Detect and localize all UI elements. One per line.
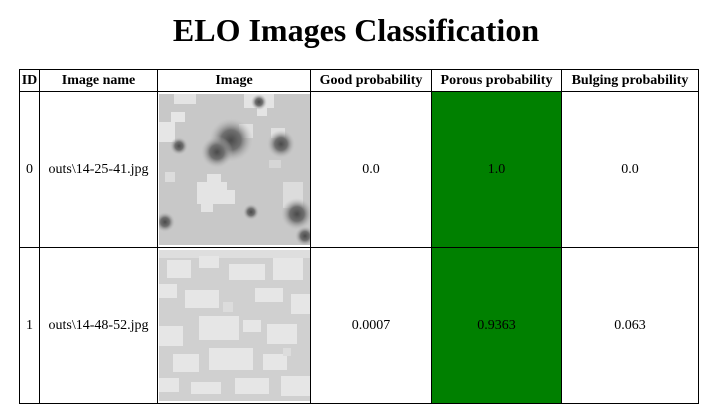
header-bulging-probability: Bulging probability (561, 69, 699, 92)
row-id: 0 (19, 91, 40, 248)
row-image-cell (157, 91, 311, 248)
row-good-probability: 0.0007 (310, 247, 432, 404)
row-porous-probability: 0.9363 (431, 247, 562, 404)
table-row: 1 outs\14-48-52.jpg (19, 247, 699, 404)
table-row: 0 outs\14-25-41.jpg (19, 91, 699, 248)
row-porous-probability: 1.0 (431, 91, 562, 248)
row-image-cell (157, 247, 311, 404)
header-good-probability: Good probability (310, 69, 432, 92)
header-image-name: Image name (39, 69, 158, 92)
row-id: 1 (19, 247, 40, 404)
header-porous-probability: Porous probability (431, 69, 562, 92)
row-bulging-probability: 0.0 (561, 91, 699, 248)
header-row: ID Image name Image Good probability Por… (19, 69, 699, 92)
classification-table: ID Image name Image Good probability Por… (19, 69, 699, 404)
porous-texture-thumbnail (158, 94, 310, 245)
row-image-name: outs\14-25-41.jpg (39, 91, 158, 248)
header-id: ID (19, 69, 40, 92)
row-bulging-probability: 0.063 (561, 247, 699, 404)
row-good-probability: 0.0 (310, 91, 432, 248)
header-image: Image (157, 69, 311, 92)
light-texture-thumbnail (158, 250, 310, 401)
page-title: ELO Images Classification (172, 12, 540, 48)
row-image-name: outs\14-48-52.jpg (39, 247, 158, 404)
